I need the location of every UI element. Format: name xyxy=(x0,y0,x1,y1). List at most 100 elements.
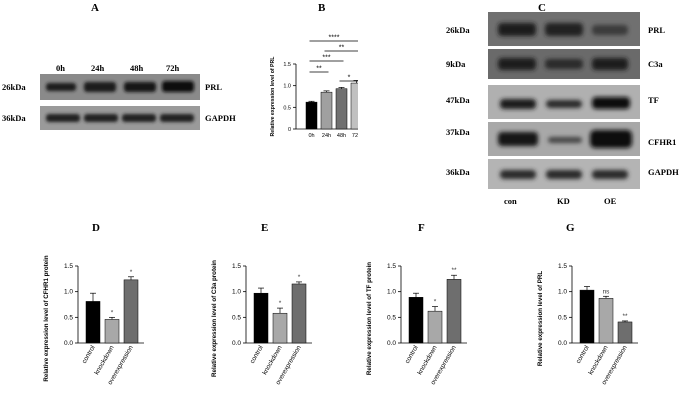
y-tick-label: 1.0 xyxy=(64,289,73,296)
kda-label: 37kDa xyxy=(446,127,470,137)
x-tick-label: control xyxy=(249,344,265,365)
blot-strip-c3a xyxy=(488,49,640,79)
bar xyxy=(617,321,633,344)
protein-label-prl: PRL xyxy=(648,25,665,35)
panel-letter-f: F xyxy=(418,222,425,234)
bar xyxy=(123,279,139,344)
blot-strip-gapdh xyxy=(488,159,640,189)
y-tick-label: 1.0 xyxy=(387,289,396,296)
y-tick-label: 1.5 xyxy=(387,263,396,270)
significance-label: *** xyxy=(322,55,330,62)
blot-strip-tf xyxy=(488,85,640,119)
significance-label: ** xyxy=(316,66,322,73)
y-tick-label: 0 xyxy=(288,127,291,133)
y-tick-label: 0.0 xyxy=(387,340,396,347)
blot-band xyxy=(500,99,536,109)
y-axis-label: Relative expression level of PRL xyxy=(537,271,544,366)
kda-label: 36kDa xyxy=(2,113,26,123)
y-tick-label: 0.5 xyxy=(232,314,241,321)
time-label-72h: 72h xyxy=(166,63,180,73)
time-label-0h: 0h xyxy=(56,63,65,73)
kda-label: 26kDa xyxy=(446,25,470,35)
time-label-48h: 48h xyxy=(130,63,144,73)
y-tick-label: 1.0 xyxy=(283,84,291,90)
y-tick-label: 1.5 xyxy=(558,263,567,270)
bar xyxy=(446,279,462,344)
y-axis-label: Relative expression level of PRL xyxy=(270,56,276,137)
blot-band xyxy=(498,23,536,36)
chart-panel-g: 0.0 0.5 1.0 1.5 Relative expression level of… xyxy=(537,263,638,386)
kda-label: 47kDa xyxy=(446,95,470,105)
y-tick-label: 0.0 xyxy=(232,340,241,347)
blot-strip-gapdh xyxy=(40,106,200,130)
x-tick-label: control xyxy=(575,344,591,365)
time-label-24h: 24h xyxy=(91,63,105,73)
protein-label-c3a: C3a xyxy=(648,59,663,69)
y-tick-label: 1.0 xyxy=(232,289,241,296)
bar xyxy=(350,82,358,130)
y-tick-label: 1.0 xyxy=(558,289,567,296)
protein-label-tf: TF xyxy=(648,95,659,105)
y-axis-label: Relative expression level of TF protein xyxy=(366,262,373,375)
blot-strip-prl xyxy=(488,12,640,46)
blot-band xyxy=(84,114,118,122)
significance-label: ** xyxy=(339,45,345,52)
significance-label: ** xyxy=(622,313,628,320)
bar xyxy=(85,301,101,344)
chart-panel-b: 0 0.5 1.0 1.5 Relative expression level of P… xyxy=(270,35,358,139)
blot-band xyxy=(84,82,116,92)
panel-letter-d: D xyxy=(92,222,100,234)
blot-band xyxy=(592,170,628,179)
x-tick-label: 24h xyxy=(322,133,331,139)
bar xyxy=(579,289,595,344)
blot-band xyxy=(592,97,630,109)
chart-panel-d: 0.0 0.5 1.0 1.5 Relative expression level of… xyxy=(43,255,144,386)
bar xyxy=(104,319,120,344)
blot-band xyxy=(546,100,582,108)
lane-label-con: con xyxy=(504,196,517,206)
y-tick-label: 0.5 xyxy=(283,105,291,111)
blot-band xyxy=(592,58,628,70)
chart-panel-e: 0.0 0.5 1.0 1.5 Relative expression level of… xyxy=(211,260,312,386)
significance-label: * xyxy=(434,299,437,306)
significance-label: ** xyxy=(451,267,457,274)
chart-panel-f: 0.0 0.5 1.0 1.5 Relative expression level of… xyxy=(366,262,467,386)
blot-band xyxy=(500,170,536,179)
blot-band xyxy=(160,114,194,122)
bar xyxy=(427,310,443,344)
protein-label-cfhr1: CFHR1 xyxy=(648,137,677,147)
bar xyxy=(408,297,424,344)
protein-label-gapdh: GAPDH xyxy=(205,113,236,123)
blot-band xyxy=(124,82,156,92)
blot-band xyxy=(592,25,628,35)
bar xyxy=(305,101,318,130)
blot-band xyxy=(122,114,156,122)
y-tick-label: 0.0 xyxy=(558,340,567,347)
blot-band xyxy=(590,130,632,148)
y-tick-label: 0.0 xyxy=(64,340,73,347)
blot-strip-prl xyxy=(40,74,200,100)
y-tick-label: 1.5 xyxy=(232,263,241,270)
blot-band xyxy=(498,58,536,70)
panel-letter-c: C xyxy=(538,2,546,14)
x-tick-label: 48h xyxy=(337,133,346,139)
panel-letter-b: B xyxy=(318,2,326,14)
blot-strip-cfhr1 xyxy=(488,122,640,156)
x-tick-label: control xyxy=(81,344,97,365)
panel-letter-a: A xyxy=(91,2,99,14)
significance-label: * xyxy=(130,269,133,276)
blot-band xyxy=(162,81,194,92)
x-tick-label: control xyxy=(404,344,420,365)
significance-label: * xyxy=(111,309,114,316)
blot-band xyxy=(546,170,582,179)
bar xyxy=(272,312,288,344)
y-tick-label: 1.5 xyxy=(283,62,291,68)
blot-band xyxy=(545,23,583,36)
blot-band xyxy=(545,59,583,69)
bar xyxy=(598,298,614,344)
x-tick-label: 72h xyxy=(352,133,358,139)
lane-label-oe: OE xyxy=(604,196,617,206)
significance-label: ns xyxy=(603,288,611,295)
blot-band xyxy=(548,137,582,143)
y-tick-label: 1.5 xyxy=(64,263,73,270)
